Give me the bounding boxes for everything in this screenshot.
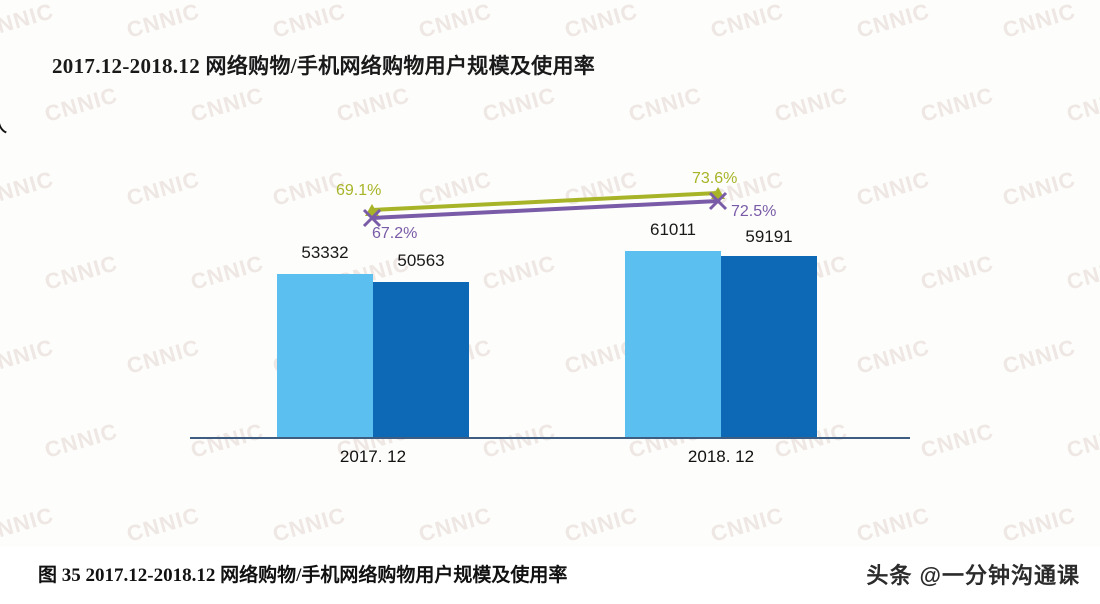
- pct-label-2018-mobile-rate: 72.5%: [731, 203, 777, 220]
- figure-caption-strip: 图 35 2017.12-2018.12 网络购物/手机网络购物用户规模及使用率…: [0, 546, 1100, 604]
- purple-rate-line: [371, 199, 719, 220]
- watermark-text: CNNIC: [853, 502, 933, 546]
- watermark-text: CNNIC: [0, 502, 57, 546]
- bar-2017-online-shopping-users[interactable]: [277, 274, 373, 437]
- bar-label-2017-mobile: 50563: [397, 251, 445, 270]
- x-tick-2017: 2017. 12: [339, 447, 407, 466]
- bar-label-2017-online: 53332: [301, 243, 349, 262]
- author-watermark: 头条 @一分钟沟通课: [866, 563, 1080, 588]
- watermark-text: CNNIC: [999, 502, 1079, 546]
- bar-2017-mobile-online-shopping-users[interactable]: [373, 282, 469, 437]
- trend-lines-svg: [362, 187, 728, 228]
- watermark-text: CNNIC: [561, 502, 641, 546]
- bar-label-2018-online: 61011: [649, 220, 696, 239]
- x-tick-2018: 2018. 12: [687, 447, 755, 466]
- x-axis-line: [190, 437, 910, 439]
- watermark-text: CNNIC: [0, 0, 57, 43]
- watermark-text: CNNIC: [123, 0, 203, 43]
- watermark-text: CNNIC: [561, 0, 641, 43]
- bar-2018-online-shopping-users[interactable]: [625, 251, 721, 437]
- unit-label: 单位：万人: [0, 112, 1022, 137]
- watermark-text: CNNIC: [999, 0, 1079, 43]
- watermark-text: CNNIC: [269, 0, 349, 43]
- purple-marker-2018: [708, 191, 728, 211]
- green-rate-line: [371, 191, 719, 212]
- figure-caption: 图 35 2017.12-2018.12 网络购物/手机网络购物用户规模及使用率: [38, 565, 568, 586]
- watermark-text: CNNIC: [269, 502, 349, 546]
- page-title: 2017.12-2018.12 网络购物/手机网络购物用户规模及使用率: [52, 54, 596, 78]
- bar-2018-mobile-online-shopping-users[interactable]: [721, 256, 817, 437]
- watermark-text: CNNIC: [707, 0, 787, 43]
- watermark-text: CNNIC: [123, 502, 203, 546]
- watermark-text: CNNIC: [853, 0, 933, 43]
- watermark-text: CNNIC: [415, 0, 495, 43]
- pct-label-2017-online-rate: 69.1%: [336, 182, 382, 199]
- watermark-text: CNNIC: [1063, 82, 1100, 127]
- chart-plot-area: 53332 50563 69.1% 67.2% 61011 59191 73.6…: [0, 165, 1100, 466]
- bar-label-2018-mobile: 59191: [745, 227, 793, 246]
- purple-marker-2017: [362, 208, 382, 228]
- slide-canvas: CNNIC CNNIC CNNIC CNNIC CNNIC CNNIC CNNIC CNNIC…: [0, 0, 1100, 546]
- pct-label-2017-mobile-rate: 67.2%: [372, 225, 418, 242]
- pct-label-2018-online-rate: 73.6%: [692, 170, 738, 187]
- watermark-text: CNNIC: [415, 502, 495, 546]
- watermark-text: CNNIC: [707, 502, 787, 546]
